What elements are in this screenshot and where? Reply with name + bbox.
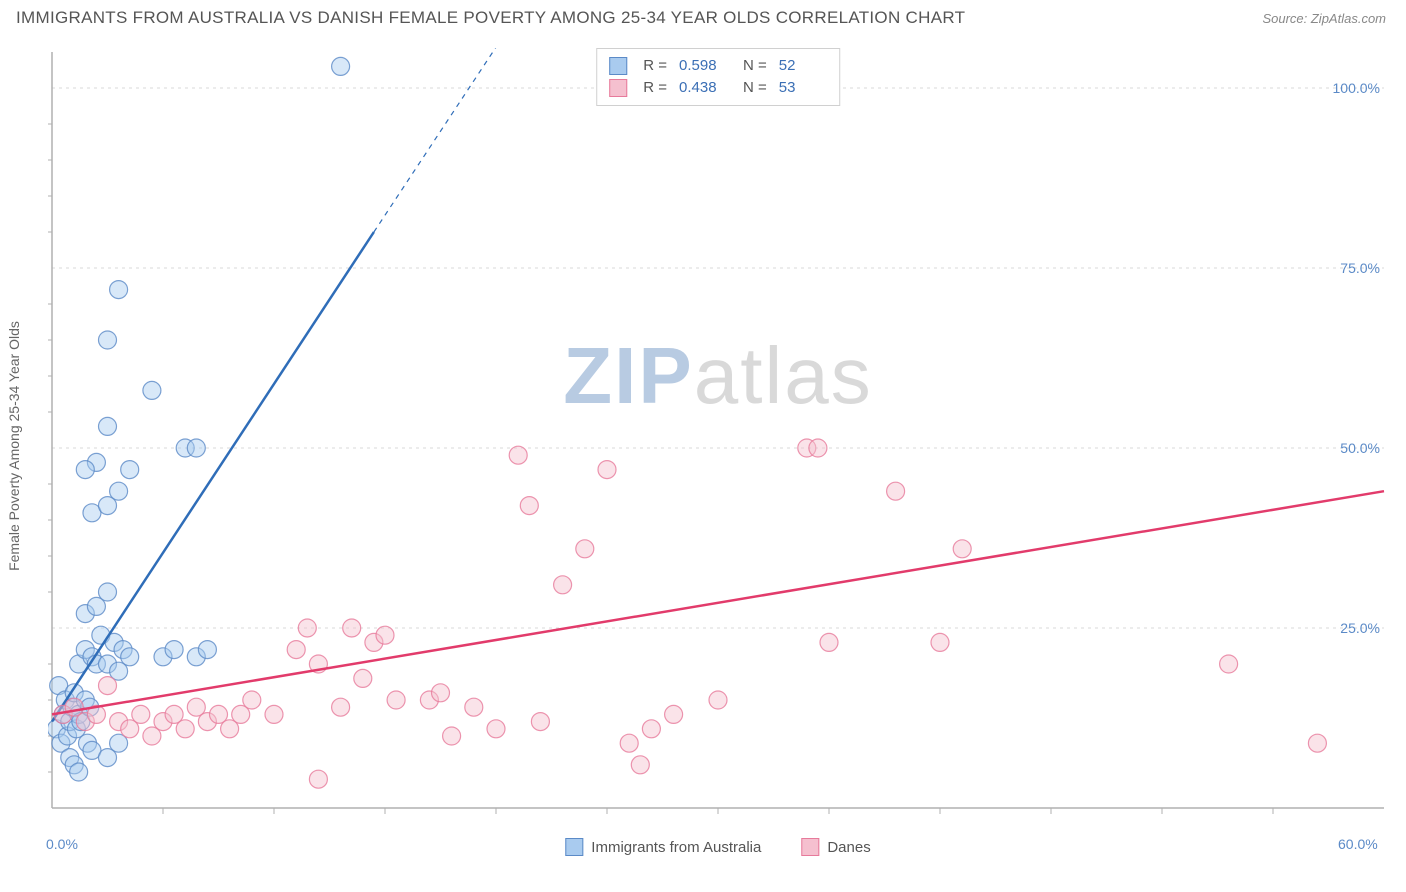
- y-tick-label: 25.0%: [1340, 620, 1380, 636]
- y-tick-label: 100.0%: [1333, 80, 1380, 96]
- legend-swatch: [565, 838, 583, 856]
- legend-swatch: [801, 838, 819, 856]
- n-value: 53: [779, 77, 827, 99]
- n-label: N =: [743, 77, 767, 99]
- n-label: N =: [743, 55, 767, 77]
- scatter-plot: [48, 48, 1388, 828]
- series-name: Immigrants from Australia: [591, 839, 761, 856]
- legend-item: Danes: [801, 838, 870, 856]
- series-name: Danes: [827, 839, 870, 856]
- x-tick-label: 0.0%: [46, 836, 78, 852]
- r-label: R =: [643, 77, 667, 99]
- legend-row: R = 0.438 N = 53: [609, 77, 827, 99]
- x-tick-label: 60.0%: [1338, 836, 1378, 852]
- legend-item: Immigrants from Australia: [565, 838, 761, 856]
- series-legend: Immigrants from Australia Danes: [565, 838, 870, 856]
- y-tick-label: 50.0%: [1340, 440, 1380, 456]
- chart-area: Female Poverty Among 25-34 Year Olds ZIP…: [48, 48, 1388, 828]
- r-value: 0.438: [679, 77, 727, 99]
- r-value: 0.598: [679, 55, 727, 77]
- legend-row: R = 0.598 N = 52: [609, 55, 827, 77]
- legend-swatch: [609, 79, 627, 97]
- r-label: R =: [643, 55, 667, 77]
- n-value: 52: [779, 55, 827, 77]
- y-tick-label: 75.0%: [1340, 260, 1380, 276]
- source-label: Source: ZipAtlas.com: [1262, 11, 1386, 26]
- legend-swatch: [609, 57, 627, 75]
- y-axis-label: Female Poverty Among 25-34 Year Olds: [6, 321, 22, 571]
- correlation-legend: R = 0.598 N = 52 R = 0.438 N = 53: [596, 48, 840, 106]
- chart-title: IMMIGRANTS FROM AUSTRALIA VS DANISH FEMA…: [16, 8, 965, 28]
